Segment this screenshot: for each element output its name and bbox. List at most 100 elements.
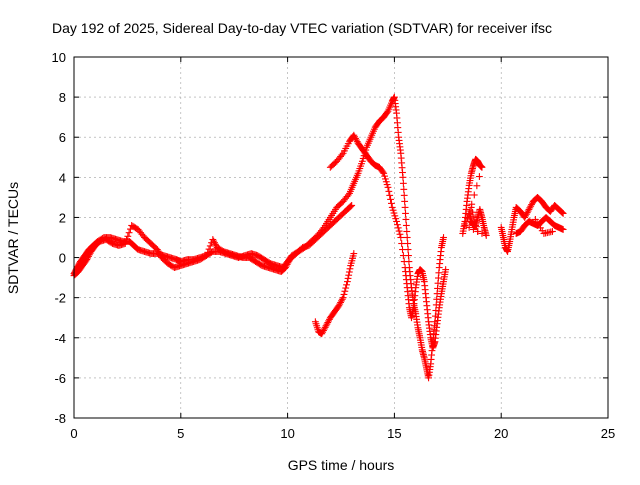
data-point <box>523 210 530 218</box>
data-point <box>336 300 344 308</box>
data-point <box>204 248 212 256</box>
data-point <box>340 291 348 298</box>
data-point <box>341 287 349 295</box>
x-tick-label: 5 <box>177 426 184 441</box>
data-point <box>482 232 490 239</box>
data-point <box>123 236 130 244</box>
data-point <box>394 224 402 232</box>
data-point <box>282 262 290 270</box>
data-point <box>350 250 358 257</box>
data-point <box>398 240 406 247</box>
data-point <box>558 209 566 217</box>
data-point <box>346 265 354 273</box>
chart-title: Day 192 of 2025, Sidereal Day-to-day VTE… <box>52 20 552 36</box>
data-point <box>124 232 132 240</box>
data-point <box>319 328 327 336</box>
data-point <box>283 260 291 268</box>
data-point <box>478 163 486 171</box>
data-point <box>399 246 406 253</box>
data-point <box>347 202 355 210</box>
data-point <box>442 266 450 273</box>
data-point <box>559 226 567 233</box>
data-point <box>335 302 343 310</box>
data-point <box>397 234 405 241</box>
data-point <box>400 185 408 193</box>
data-point <box>324 319 332 326</box>
data-point <box>206 242 214 250</box>
y-tick-label: 8 <box>59 90 66 105</box>
data-point <box>388 200 395 207</box>
data-point <box>470 191 478 199</box>
data-layer <box>70 93 567 382</box>
data-point <box>476 173 483 180</box>
data-point <box>284 259 292 267</box>
data-point <box>473 223 480 231</box>
data-point <box>339 294 347 302</box>
y-tick-label: 4 <box>59 170 66 185</box>
tick-layer: 0 5 10 15 20 25 -8 -6 -4 -2 0 2 4 6 8 10 <box>52 50 616 441</box>
x-tick-label: 10 <box>280 426 294 441</box>
data-point <box>525 206 533 213</box>
data-point <box>83 256 91 263</box>
data-point <box>344 275 352 282</box>
data-point <box>282 264 289 271</box>
x-tick-label: 20 <box>494 426 508 441</box>
data-point <box>338 295 346 303</box>
data-point <box>379 168 387 176</box>
data-point <box>352 136 360 144</box>
data-point <box>526 204 534 212</box>
data-point <box>521 214 529 221</box>
data-point <box>320 327 327 334</box>
data-point <box>462 218 470 226</box>
data-point <box>348 202 356 209</box>
data-point <box>153 246 161 253</box>
y-axis-label: SDTVAR / TECUs <box>5 182 21 294</box>
data-point <box>84 254 92 262</box>
data-point <box>469 208 476 216</box>
data-point <box>337 299 344 306</box>
data-point <box>350 131 358 139</box>
data-point <box>322 322 330 330</box>
data-point <box>121 240 129 247</box>
data-point <box>478 230 486 237</box>
data-point <box>464 214 471 222</box>
data-point <box>527 202 535 210</box>
y-tick-label: -4 <box>54 331 66 346</box>
data-point <box>523 209 531 217</box>
data-point <box>465 211 473 219</box>
data-point <box>559 210 567 217</box>
data-point <box>210 237 218 245</box>
data-point <box>321 323 329 331</box>
data-point <box>399 179 407 187</box>
data-point <box>400 191 408 199</box>
data-point <box>440 234 447 241</box>
data-point <box>344 191 352 199</box>
data-point <box>393 218 400 225</box>
data-point <box>85 251 93 259</box>
data-point <box>401 204 409 211</box>
data-point <box>395 227 403 235</box>
data-point <box>474 228 482 235</box>
x-tick-label: 15 <box>387 426 401 441</box>
data-point <box>403 228 411 235</box>
data-point <box>400 258 408 265</box>
data-point <box>393 221 401 229</box>
data-point <box>320 325 328 333</box>
data-point <box>203 252 210 259</box>
data-point <box>343 281 350 289</box>
data-point <box>396 230 404 238</box>
data-point <box>212 240 219 248</box>
data-point <box>471 218 479 226</box>
data-point <box>209 236 217 243</box>
data-point <box>402 210 409 217</box>
data-point <box>470 213 478 221</box>
data-point <box>399 173 407 181</box>
x-tick-label: 25 <box>601 426 615 441</box>
data-point <box>404 240 412 247</box>
y-tick-label: -2 <box>54 291 66 306</box>
data-point <box>524 207 532 215</box>
data-point <box>344 278 351 286</box>
data-point <box>385 187 393 195</box>
